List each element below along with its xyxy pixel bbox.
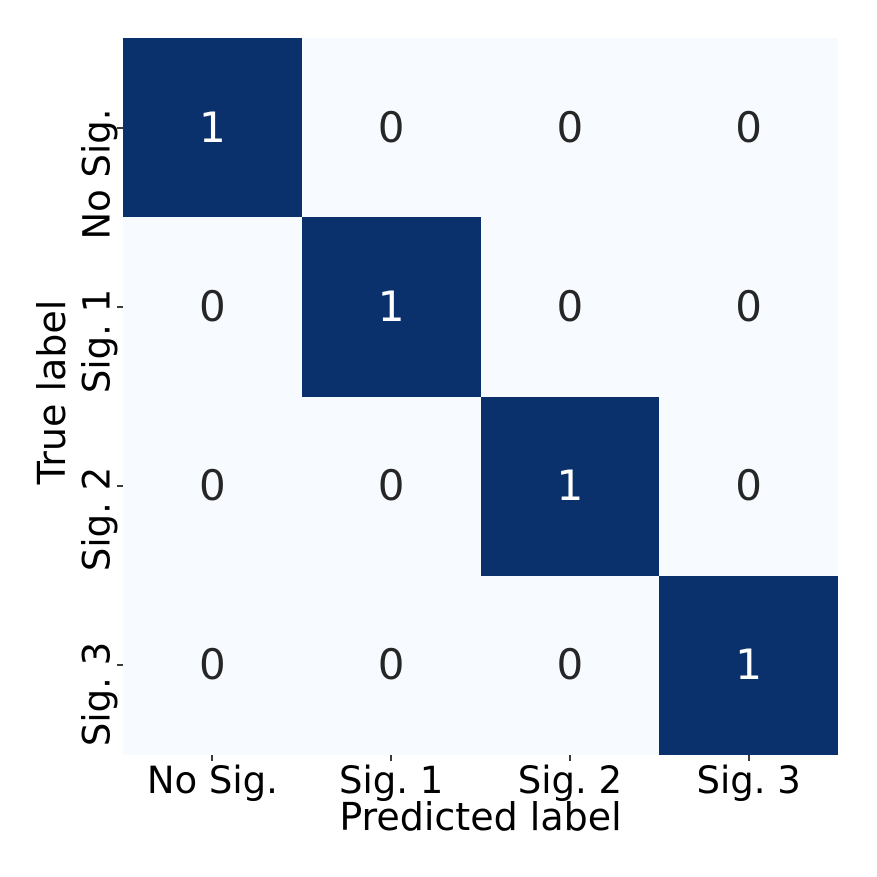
matrix-cell: 0 — [659, 396, 838, 576]
y-tick-label: No Sig. — [75, 108, 119, 240]
y-tick-mark — [117, 127, 123, 129]
matrix-cell: 0 — [480, 575, 660, 755]
y-tick-mark — [117, 306, 123, 308]
matrix-cell: 0 — [480, 38, 660, 218]
x-tick-label: No Sig. — [146, 759, 278, 802]
matrix-cell: 1 — [659, 575, 838, 755]
matrix-cell: 1 — [123, 38, 302, 218]
matrix-cell: 0 — [123, 575, 302, 755]
matrix-cell: 0 — [301, 575, 481, 755]
x-tick-mark — [390, 755, 392, 761]
y-tick-label: Sig. 1 — [75, 288, 119, 394]
y-tick-mark — [117, 664, 123, 666]
matrix-cell: 0 — [480, 217, 660, 397]
y-tick-label: Sig. 3 — [75, 641, 119, 747]
heatmap-grid: 1 0 0 0 0 1 0 0 0 0 1 0 0 0 0 1 — [123, 38, 838, 755]
x-axis-label: Predicted label — [339, 795, 622, 839]
y-tick-label: Sig. 2 — [75, 466, 119, 572]
y-axis-label: True label — [30, 299, 74, 485]
matrix-cell: 1 — [301, 217, 481, 397]
x-tick-label: Sig. 1 — [338, 759, 444, 802]
matrix-cell: 0 — [659, 38, 838, 218]
matrix-cell: 0 — [123, 396, 302, 576]
x-tick-mark — [211, 755, 213, 761]
matrix-cell: 0 — [123, 217, 302, 397]
x-tick-mark — [569, 755, 571, 761]
x-tick-label: Sig. 3 — [696, 759, 801, 802]
matrix-cell: 0 — [301, 38, 481, 218]
y-tick-mark — [117, 485, 123, 487]
matrix-cell: 1 — [480, 396, 660, 576]
matrix-cell: 0 — [659, 217, 838, 397]
matrix-cell: 0 — [301, 396, 481, 576]
x-tick-mark — [748, 755, 750, 761]
x-tick-labels: No Sig. Sig. 1 Sig. 2 Sig. 3 — [123, 758, 838, 804]
x-tick-label: Sig. 2 — [517, 759, 623, 802]
